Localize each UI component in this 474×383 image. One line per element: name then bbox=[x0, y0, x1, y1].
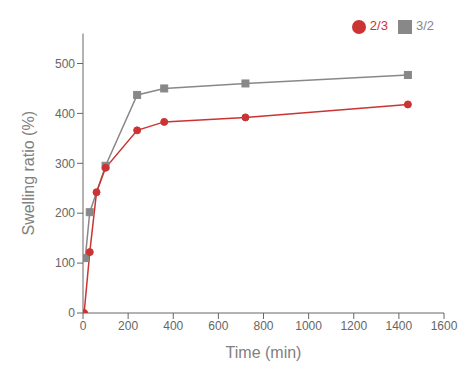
html-text:3/2: 3/2 bbox=[415, 18, 434, 33]
svg-text:500: 500 bbox=[55, 57, 75, 71]
svg-text:0: 0 bbox=[80, 319, 87, 333]
svg-text:200: 200 bbox=[55, 206, 75, 220]
svg-text:800: 800 bbox=[253, 319, 273, 333]
svg-text:Swelling ratio (%): Swelling ratio (%) bbox=[20, 111, 37, 235]
svg-text:600: 600 bbox=[208, 319, 228, 333]
svg-text:1400: 1400 bbox=[386, 319, 413, 333]
svg-text:Time (min): Time (min) bbox=[226, 344, 302, 361]
svg-text:200: 200 bbox=[118, 319, 138, 333]
svg-text:1600: 1600 bbox=[431, 319, 458, 333]
svg-text:0: 0 bbox=[68, 306, 75, 320]
html-text:2/3: 2/3 bbox=[369, 18, 388, 33]
svg-text:1000: 1000 bbox=[295, 319, 322, 333]
svg-text:100: 100 bbox=[55, 256, 75, 270]
svg-text:400: 400 bbox=[163, 319, 183, 333]
svg-text:400: 400 bbox=[55, 107, 75, 121]
svg-text:1200: 1200 bbox=[340, 319, 367, 333]
svg-text:300: 300 bbox=[55, 157, 75, 171]
